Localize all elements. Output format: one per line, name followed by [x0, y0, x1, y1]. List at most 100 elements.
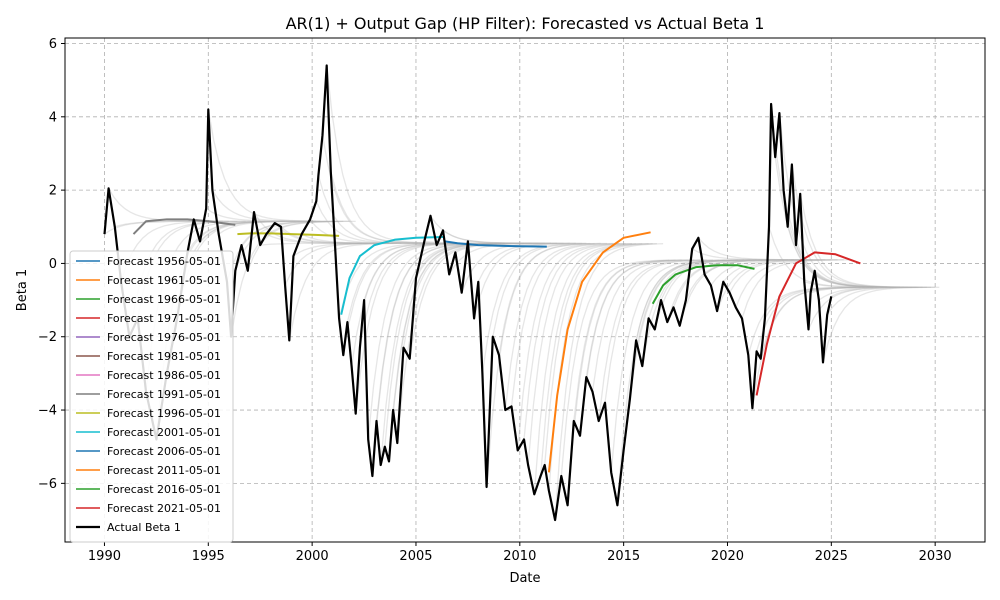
background-forecast-line [691, 248, 801, 261]
y-tick-label: 4 [49, 110, 57, 125]
legend-entry-label: Forecast 2021-05-01 [107, 502, 221, 515]
background-forecast-line [629, 259, 738, 400]
background-forecast-line [424, 240, 533, 244]
y-tick-label: −6 [38, 477, 57, 492]
background-forecast-line [654, 259, 763, 330]
background-forecast-line [193, 218, 302, 222]
legend: Forecast 1956-05-01 Forecast 1961-05-01 Fo… [69, 250, 234, 543]
background-forecast-line [591, 259, 701, 392]
legend-entry-label: Forecast 1966-05-01 [107, 293, 221, 306]
background-forecast-line [247, 220, 356, 272]
background-forecast-line [544, 242, 653, 466]
legend-entry-label: Forecast 1996-05-01 [107, 407, 221, 420]
background-forecast-line [774, 157, 884, 288]
chart-title: AR(1) + Output Gap (HP Filter): Forecast… [286, 14, 765, 33]
background-forecast-line [392, 242, 502, 411]
background-forecast-line [799, 193, 909, 288]
background-forecast-line [791, 164, 900, 288]
background-forecast-line [716, 259, 826, 312]
legend-entry-label: Forecast 2016-05-01 [107, 483, 221, 496]
background-forecast-line [697, 237, 807, 261]
background-forecast-line [241, 220, 350, 246]
background-forecast-line [641, 259, 751, 367]
background-forecast-line [818, 286, 927, 301]
x-tick-label: 2020 [711, 549, 744, 564]
legend-entry-label: Forecast 1991-05-01 [107, 388, 221, 401]
background-forecast-line [284, 242, 394, 286]
background-forecast-line [334, 242, 443, 246]
background-forecast-line [787, 226, 896, 288]
background-forecast-line [207, 109, 317, 222]
y-tick-label: 2 [49, 184, 57, 199]
actual-beta-line [103, 64, 833, 522]
background-forecast-line [226, 220, 335, 283]
background-forecast-line [735, 259, 844, 308]
forecast-line [132, 218, 236, 235]
legend-entry-label: Forecast 1956-05-01 [107, 255, 221, 268]
background-forecast-line [477, 242, 587, 283]
background-forecast-line [527, 242, 637, 466]
background-forecast-line [342, 242, 452, 356]
background-forecast-line [573, 259, 682, 422]
axis-ticks: 1990 1995 2000 2005 2010 2015 2020 2025 2030 −6 −4… [38, 37, 952, 564]
x-tick-label: 2015 [607, 549, 640, 564]
y-tick-label: −4 [38, 404, 57, 419]
background-forecast-line [402, 242, 512, 348]
forecast-line [755, 251, 861, 396]
background-forecast-line [804, 281, 913, 288]
background-forecast-line [722, 259, 832, 283]
plot-area-frame [64, 37, 986, 543]
legend-entry-label: Forecast 1986-05-01 [107, 369, 221, 382]
background-forecast-line [492, 242, 601, 337]
background-forecast-line [764, 286, 873, 319]
background-forecast-line [429, 215, 539, 244]
background-forecast-line [485, 243, 595, 488]
background-forecast-line [782, 189, 892, 288]
background-forecast-line [741, 259, 850, 319]
background-forecast-line [338, 242, 448, 319]
background-forecast-line [317, 175, 427, 244]
legend-entry-label: Forecast 1971-05-01 [107, 312, 221, 325]
background-forecast-line [510, 242, 620, 407]
x-tick-label: 2010 [503, 549, 536, 564]
background-forecast-line [350, 242, 460, 367]
background-forecast-line [579, 259, 689, 436]
background-forecast-line [396, 242, 506, 444]
legend-entry-label: Forecast 1976-05-01 [107, 331, 221, 344]
background-forecast-line [436, 242, 545, 246]
background-forecast-line [301, 233, 410, 244]
legend-entry-label: Actual Beta 1 [107, 521, 181, 534]
background-forecast-line [186, 220, 296, 253]
background-forecast-line [622, 259, 732, 451]
forecast-line [340, 236, 444, 315]
x-tick-label: 1995 [192, 549, 225, 564]
forecast-line [651, 264, 755, 305]
background-forecast-line [770, 103, 880, 288]
y-tick-label: −2 [38, 330, 57, 345]
background-forecast-line [768, 226, 878, 288]
legend-box [69, 250, 234, 543]
y-tick-label: 6 [49, 37, 57, 52]
forecast-line [444, 240, 547, 248]
background-forecast-line [598, 259, 707, 422]
background-forecast-line [560, 259, 670, 477]
background-forecast-line [729, 259, 838, 294]
background-forecast-line [504, 242, 614, 411]
background-forecast-line [467, 240, 576, 244]
background-forecast-line [822, 286, 931, 363]
background-forecast-line [234, 220, 344, 272]
background-forecast-line [760, 286, 869, 359]
background-forecast-line [274, 222, 383, 244]
background-forecast-line [533, 243, 643, 495]
background-forecast-line [211, 189, 321, 222]
background-forecast-line [807, 286, 917, 330]
forecast-line [547, 231, 651, 473]
background-forecast-line [554, 243, 664, 521]
background-forecast-line [266, 233, 375, 244]
background-forecast-line [679, 259, 788, 326]
background-forecast-line [826, 286, 936, 316]
background-forecast-line [409, 242, 518, 359]
legend-entry-label: Forecast 1961-05-01 [107, 274, 221, 287]
background-forecast-line [672, 259, 782, 308]
background-forecast-line [810, 286, 919, 294]
